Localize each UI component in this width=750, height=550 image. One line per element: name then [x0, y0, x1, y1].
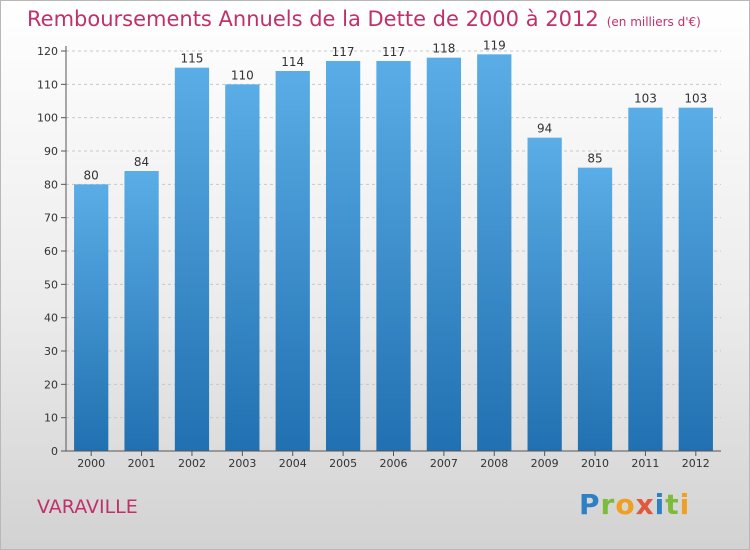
y-tick-label: 20: [44, 378, 58, 391]
bar-value-label: 114: [281, 55, 304, 69]
logo-letter: o: [615, 488, 636, 521]
axes: 0 10 20 30 40 50 60 70 80 90 100 110 120 2000 2001 2002…: [37, 45, 721, 470]
bar-2002: [174, 67, 210, 452]
bar-value-label: 117: [332, 45, 355, 59]
bar-2001: [124, 171, 159, 451]
bar-2007: [426, 57, 462, 452]
bar-value-label: 118: [432, 42, 455, 56]
bar-2006: [376, 61, 411, 451]
bars: [74, 54, 713, 452]
bar-2003: [225, 84, 260, 451]
logo-letter: x: [635, 488, 655, 521]
y-tick-label: 90: [44, 145, 58, 158]
bar-value-label: 103: [684, 92, 707, 106]
x-tick-label: 2010: [581, 457, 609, 470]
bar-value-label: 84: [134, 155, 149, 169]
y-tick-label: 30: [44, 345, 58, 358]
bar-value-label: 85: [587, 152, 602, 166]
x-tick-label: 2011: [631, 457, 659, 470]
logo-letter: t: [665, 488, 680, 521]
bar-2012: [678, 107, 713, 452]
bar-value-label: 117: [382, 45, 405, 59]
bar-2008: [477, 54, 512, 451]
bar-2005: [325, 61, 361, 451]
y-tick-label: 100: [37, 112, 58, 125]
y-tick-label: 50: [44, 278, 58, 291]
bar-2009: [527, 137, 562, 451]
y-tick-label: 70: [44, 212, 58, 225]
chart-title: Remboursements Annuels de la Dette de 20…: [27, 7, 701, 31]
y-tick-label: 40: [44, 312, 58, 325]
chart-title-text: Remboursements Annuels de la Dette de 20…: [27, 7, 599, 31]
x-tick-label: 2002: [178, 457, 206, 470]
bar-value-label: 103: [634, 92, 657, 106]
x-tick-label: 2012: [682, 457, 710, 470]
x-tick-label: 2003: [228, 457, 256, 470]
x-tick-label: 2001: [128, 457, 156, 470]
y-tick-label: 10: [44, 412, 58, 425]
x-tick-label: 2009: [531, 457, 559, 470]
y-tick-label: 110: [37, 78, 58, 91]
place-name: VARAVILLE: [37, 496, 138, 518]
labels: 80 84 115 110 114 117 117 118 119 94 85 103 103: [84, 38, 708, 182]
bar-2000: [74, 184, 109, 452]
bar-value-label: 94: [537, 122, 552, 136]
logo-letter: P: [579, 488, 601, 521]
bar-2004: [275, 71, 310, 451]
x-tick-label: 2006: [380, 457, 408, 470]
bar-value-label: 115: [181, 52, 204, 66]
logo-letter: r: [600, 488, 616, 521]
bar-value-label: 119: [483, 38, 506, 52]
x-tick-label: 2007: [430, 457, 458, 470]
y-tick-label: 120: [37, 45, 58, 58]
bar-2011: [628, 107, 663, 452]
x-tick-label: 2004: [279, 457, 307, 470]
bar-value-label: 80: [84, 168, 99, 182]
proxiti-logo: Proxiti: [579, 488, 690, 521]
bar-value-label: 110: [231, 68, 254, 82]
x-tick-label: 2005: [329, 457, 357, 470]
chart-unit: (en milliers d'€): [606, 15, 701, 29]
logo-letter: i: [654, 488, 666, 521]
bar-2010: [577, 167, 613, 451]
x-tick-label: 2008: [480, 457, 508, 470]
logo-letter: i: [679, 488, 691, 521]
y-tick-label: 60: [44, 245, 58, 258]
x-tick-label: 2000: [77, 457, 105, 470]
y-tick-label: 0: [51, 445, 58, 458]
y-tick-label: 80: [44, 178, 58, 191]
